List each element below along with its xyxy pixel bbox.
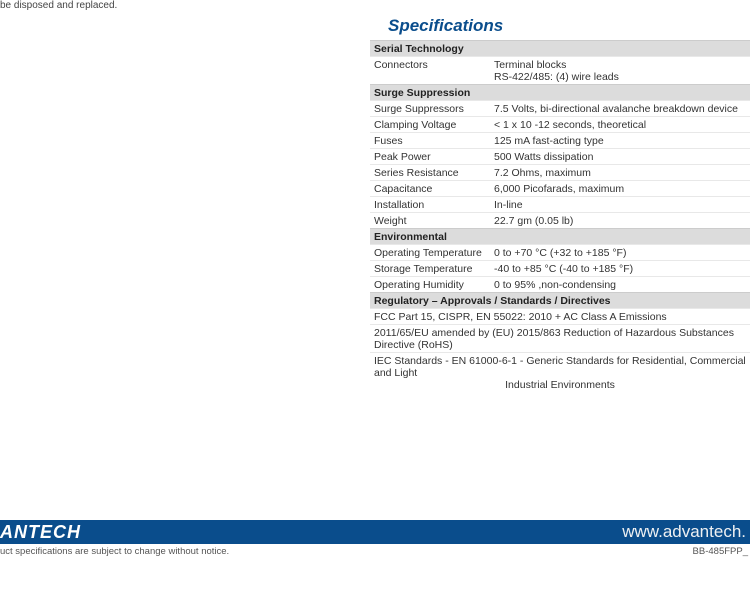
footer-bar: ANTECH www.advantech. (0, 520, 750, 544)
spec-value: -40 to +85 °C (-40 to +185 °F) (490, 261, 750, 277)
group-header: Environmental (370, 229, 750, 245)
body-text-fragment: be disposed and replaced. (0, 0, 117, 11)
spec-label: Installation (370, 197, 490, 213)
spec-label: Clamping Voltage (370, 117, 490, 133)
group-header: Serial Technology (370, 41, 750, 57)
spec-label: Fuses (370, 133, 490, 149)
group-header-regulatory: Regulatory – Approvals / Standards / Dir… (370, 293, 750, 309)
spec-label: Storage Temperature (370, 261, 490, 277)
regulatory-line: FCC Part 15, CISPR, EN 55022: 2010 + AC … (370, 309, 750, 325)
spec-value: 0 to 95% ,non-condensing (490, 277, 750, 293)
spec-value: 7.5 Volts, bi-directional avalanche brea… (490, 101, 750, 117)
footer-code-fragment: BB-485FPP_ (693, 546, 748, 557)
specifications-title: Specifications (370, 14, 750, 40)
spec-label: Operating Temperature (370, 245, 490, 261)
group-header: Surge Suppression (370, 85, 750, 101)
footer-url-fragment: www.advantech. (622, 522, 746, 542)
spec-label: Weight (370, 213, 490, 229)
spec-label: Capacitance (370, 181, 490, 197)
spec-value: 7.2 Ohms, maximum (490, 165, 750, 181)
regulatory-line: 2011/65/EU amended by (EU) 2015/863 Redu… (370, 325, 750, 353)
spec-value: 6,000 Picofarads, maximum (490, 181, 750, 197)
specifications-table: Serial TechnologyConnectorsTerminal bloc… (370, 40, 750, 392)
spec-value: Terminal blocksRS-422/485: (4) wire lead… (490, 57, 750, 85)
spec-value: In-line (490, 197, 750, 213)
spec-value: 22.7 gm (0.05 lb) (490, 213, 750, 229)
footer-disclaimer-fragment: uct specifications are subject to change… (0, 546, 229, 557)
spec-value: < 1 x 10 -12 seconds, theoretical (490, 117, 750, 133)
page-footer: ANTECH www.advantech. uct specifications… (0, 520, 750, 557)
brand-logo-fragment: ANTECH (0, 522, 81, 543)
regulatory-line: IEC Standards - EN 61000-6-1 - Generic S… (370, 353, 750, 393)
spec-label: Operating Humidity (370, 277, 490, 293)
spec-value: 125 mA fast-acting type (490, 133, 750, 149)
spec-label: Series Resistance (370, 165, 490, 181)
spec-value: 0 to +70 °C (+32 to +185 °F) (490, 245, 750, 261)
footer-subline: uct specifications are subject to change… (0, 544, 750, 557)
spec-label: Surge Suppressors (370, 101, 490, 117)
specifications-panel: Specifications Serial TechnologyConnecto… (370, 14, 750, 392)
spec-label: Peak Power (370, 149, 490, 165)
spec-value: 500 Watts dissipation (490, 149, 750, 165)
spec-label: Connectors (370, 57, 490, 85)
